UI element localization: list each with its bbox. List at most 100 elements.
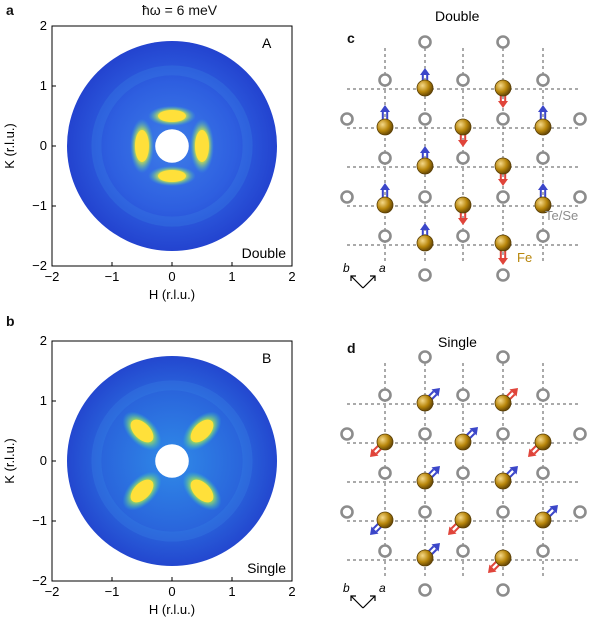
fe-atom xyxy=(494,79,512,97)
te-se-atom xyxy=(536,151,550,165)
te-se-atom xyxy=(536,466,550,480)
fe-atom xyxy=(416,549,434,567)
axes-icon-d: b a xyxy=(343,581,386,609)
fe-atom xyxy=(534,196,552,214)
texture-ring xyxy=(91,65,253,227)
hotspot xyxy=(158,170,186,182)
te-se-atom xyxy=(536,388,550,402)
lattice-d-title: Single xyxy=(438,334,477,350)
te-se-atom xyxy=(418,583,432,597)
te-se-atom xyxy=(573,427,587,441)
te-se-atom xyxy=(573,112,587,126)
y-tick-label: −1 xyxy=(32,198,47,213)
panel-letter-a: a xyxy=(6,2,14,18)
texture-ring xyxy=(91,380,253,542)
hotspot xyxy=(190,479,214,503)
fe-atom xyxy=(494,234,512,252)
panel-letter-b: b xyxy=(6,313,15,329)
axis-label-b-c: b xyxy=(343,261,350,275)
fe-atom xyxy=(416,472,434,490)
te-se-atom xyxy=(456,229,470,243)
center-hole xyxy=(155,129,189,163)
y-tick-label: −2 xyxy=(32,573,47,588)
hotspot xyxy=(158,110,186,122)
te-se-atom xyxy=(496,112,510,126)
te-se-atom xyxy=(496,268,510,282)
axes-icon-c: b a xyxy=(343,261,386,289)
te-se-atom xyxy=(496,190,510,204)
te-se-atom xyxy=(340,190,354,204)
x-tick-label: 1 xyxy=(228,269,235,284)
fe-atom xyxy=(494,549,512,567)
te-se-atom xyxy=(456,73,470,87)
fe-atom xyxy=(534,118,552,136)
hotspot xyxy=(190,419,214,443)
hotspot xyxy=(135,130,149,162)
y-tick-label: 0 xyxy=(40,453,47,468)
te-se-atom xyxy=(496,35,510,49)
te-se-atom xyxy=(496,427,510,441)
fe-atom xyxy=(494,157,512,175)
fe-atom xyxy=(376,118,394,136)
fe-atom xyxy=(416,157,434,175)
x-tick-label: −2 xyxy=(45,269,60,284)
fe-atom xyxy=(416,79,434,97)
fe-atom xyxy=(454,196,472,214)
x-tick-label: 2 xyxy=(288,269,295,284)
axis-label-b-d: b xyxy=(343,581,350,595)
te-se-atom xyxy=(418,427,432,441)
y-tick-label: 0 xyxy=(40,138,47,153)
center-hole xyxy=(155,444,189,478)
fe-atom xyxy=(416,394,434,412)
axis-label-a-c: a xyxy=(379,261,386,275)
te-se-atom xyxy=(496,350,510,364)
panel-letter-d: d xyxy=(347,340,356,356)
hotspot xyxy=(195,130,209,162)
hotspot xyxy=(130,419,154,443)
te-se-atom xyxy=(340,505,354,519)
hotspot xyxy=(130,479,154,503)
y-tick-label: −1 xyxy=(32,513,47,528)
te-se-atom xyxy=(418,35,432,49)
te-se-atom xyxy=(496,583,510,597)
lattice-c: Double Te/Se Fe b a xyxy=(340,8,587,289)
x-tick-label: 0 xyxy=(168,584,175,599)
legend-fe: Fe xyxy=(517,250,532,265)
fe-atom xyxy=(454,433,472,451)
te-se-atom xyxy=(340,427,354,441)
inset-label: B xyxy=(262,350,271,366)
x-axis-label: H (r.l.u.) xyxy=(149,287,195,302)
te-se-atom xyxy=(456,544,470,558)
y-tick-label: 2 xyxy=(40,333,47,348)
te-se-atom xyxy=(536,544,550,558)
y-axis-label: K (r.l.u.) xyxy=(2,123,17,169)
x-tick-label: 1 xyxy=(228,584,235,599)
fe-atom xyxy=(534,433,552,451)
x-tick-label: 2 xyxy=(288,584,295,599)
lattice-c-title: Double xyxy=(435,8,480,24)
te-se-atom xyxy=(378,151,392,165)
fe-atom xyxy=(454,511,472,529)
fe-atom xyxy=(494,472,512,490)
te-se-atom xyxy=(378,388,392,402)
y-tick-label: 1 xyxy=(40,78,47,93)
x-tick-label: −1 xyxy=(105,584,120,599)
te-se-atom xyxy=(573,190,587,204)
te-se-atom xyxy=(418,112,432,126)
te-se-atom xyxy=(536,229,550,243)
fe-atom xyxy=(376,511,394,529)
te-se-atom xyxy=(496,505,510,519)
corner-label: Single xyxy=(247,560,286,576)
te-se-atom xyxy=(418,350,432,364)
legend-te-se: Te/Se xyxy=(545,208,578,223)
corner-label: Double xyxy=(242,245,287,261)
te-se-atom xyxy=(340,112,354,126)
panel-letter-c: c xyxy=(347,30,355,46)
te-se-atom xyxy=(573,505,587,519)
axis-label-a-d: a xyxy=(379,581,386,595)
fe-atom xyxy=(376,196,394,214)
inset-label: A xyxy=(262,35,272,51)
x-tick-label: −1 xyxy=(105,269,120,284)
te-se-atom xyxy=(536,73,550,87)
x-axis-label: H (r.l.u.) xyxy=(149,602,195,617)
